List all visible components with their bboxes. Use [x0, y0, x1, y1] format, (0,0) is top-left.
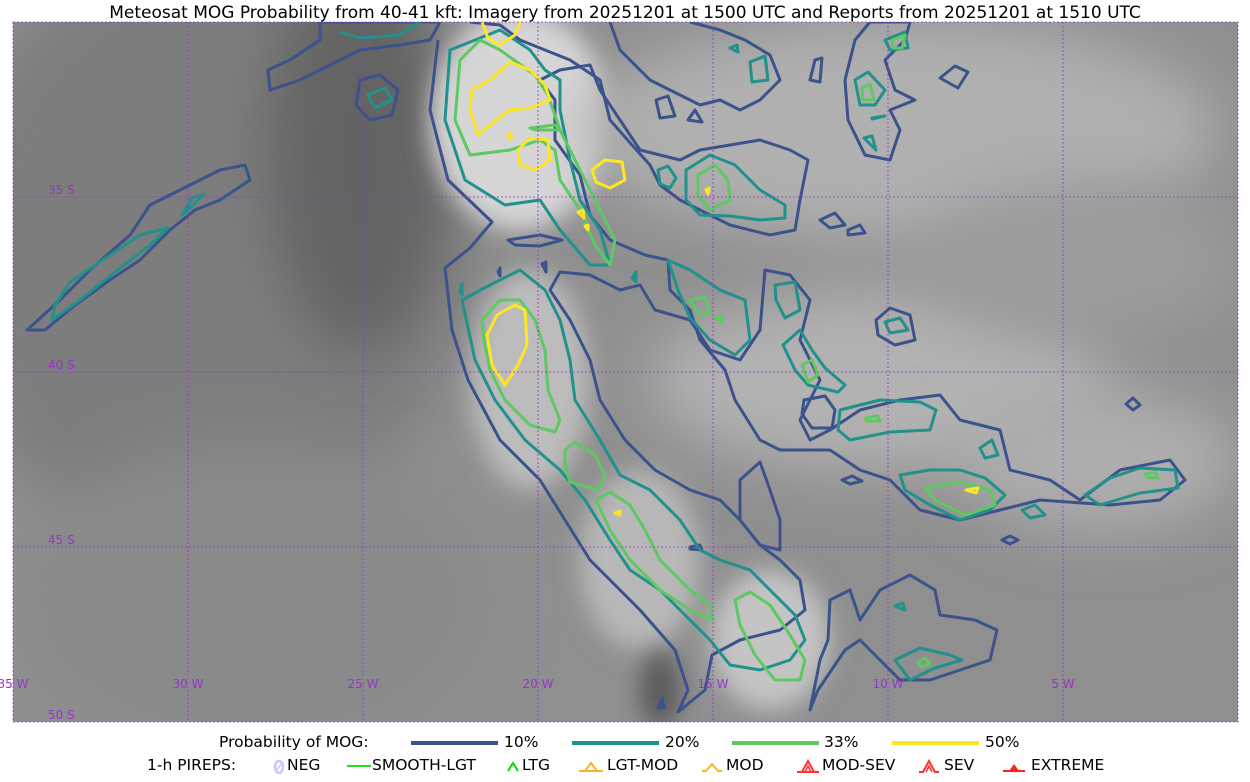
legend-20pct-label: 20%	[665, 733, 700, 751]
pirep-mod-sev-label: MOD-SEV	[822, 756, 896, 774]
lon-label: 35 W	[0, 677, 29, 691]
mod-sev-icon	[797, 758, 819, 773]
legend-20pct-swatch	[572, 741, 659, 745]
mog-contours	[25, 22, 1187, 714]
pirep-ltg-label: LTG	[522, 756, 550, 774]
lon-label: 25 W	[348, 677, 379, 691]
pirep-smooth-lgt-label: SMOOTH-LGT	[372, 756, 476, 774]
pirep-sev-label: SEV	[944, 756, 975, 774]
lon-label: 30 W	[173, 677, 204, 691]
contour-50pct	[468, 22, 980, 517]
extreme-icon	[1003, 764, 1025, 772]
legend-50pct-swatch	[892, 741, 979, 745]
lon-label: 10 W	[873, 677, 904, 691]
pireps-legend-label: 1-h PIREPS:	[147, 756, 237, 774]
smooth-lgt-line-icon	[347, 765, 371, 767]
contour-10pct	[25, 22, 1187, 714]
lat-label: 45 S	[48, 533, 75, 547]
lon-label: 20 W	[523, 677, 554, 691]
mod-caret-icon	[702, 762, 722, 772]
lat-label: 50 S	[48, 708, 75, 722]
legend-33pct-swatch	[732, 741, 819, 745]
pirep-lgt-mod-label: LGT-MOD	[607, 756, 679, 774]
probability-legend-label: Probability of MOG:	[219, 733, 369, 751]
contour-20pct	[50, 22, 1180, 682]
ltg-caret-icon	[507, 761, 519, 772]
graticule	[13, 22, 1238, 722]
legend-10pct-swatch	[411, 741, 498, 745]
satellite-imagery	[13, 22, 1238, 722]
pirep-extreme-label: EXTREME	[1031, 756, 1105, 774]
legend-10pct-label: 10%	[504, 733, 539, 751]
legend-33pct-label: 33%	[824, 733, 859, 751]
legend-50pct-label: 50%	[985, 733, 1020, 751]
sev-icon	[919, 758, 939, 773]
neg-icon	[273, 759, 285, 774]
lgt-mod-triangle-icon	[579, 761, 603, 772]
lat-label: 40 S	[48, 358, 75, 372]
chart-title: Meteosat MOG Probability from 40-41 kft:…	[109, 3, 1141, 23]
map-border	[12, 21, 1239, 723]
pirep-neg-label: NEG	[287, 756, 321, 774]
lat-label: 35 S	[48, 183, 75, 197]
lon-label: 15 W	[698, 677, 729, 691]
lon-label: 5 W	[1051, 677, 1074, 691]
pirep-mod-label: MOD	[726, 756, 764, 774]
